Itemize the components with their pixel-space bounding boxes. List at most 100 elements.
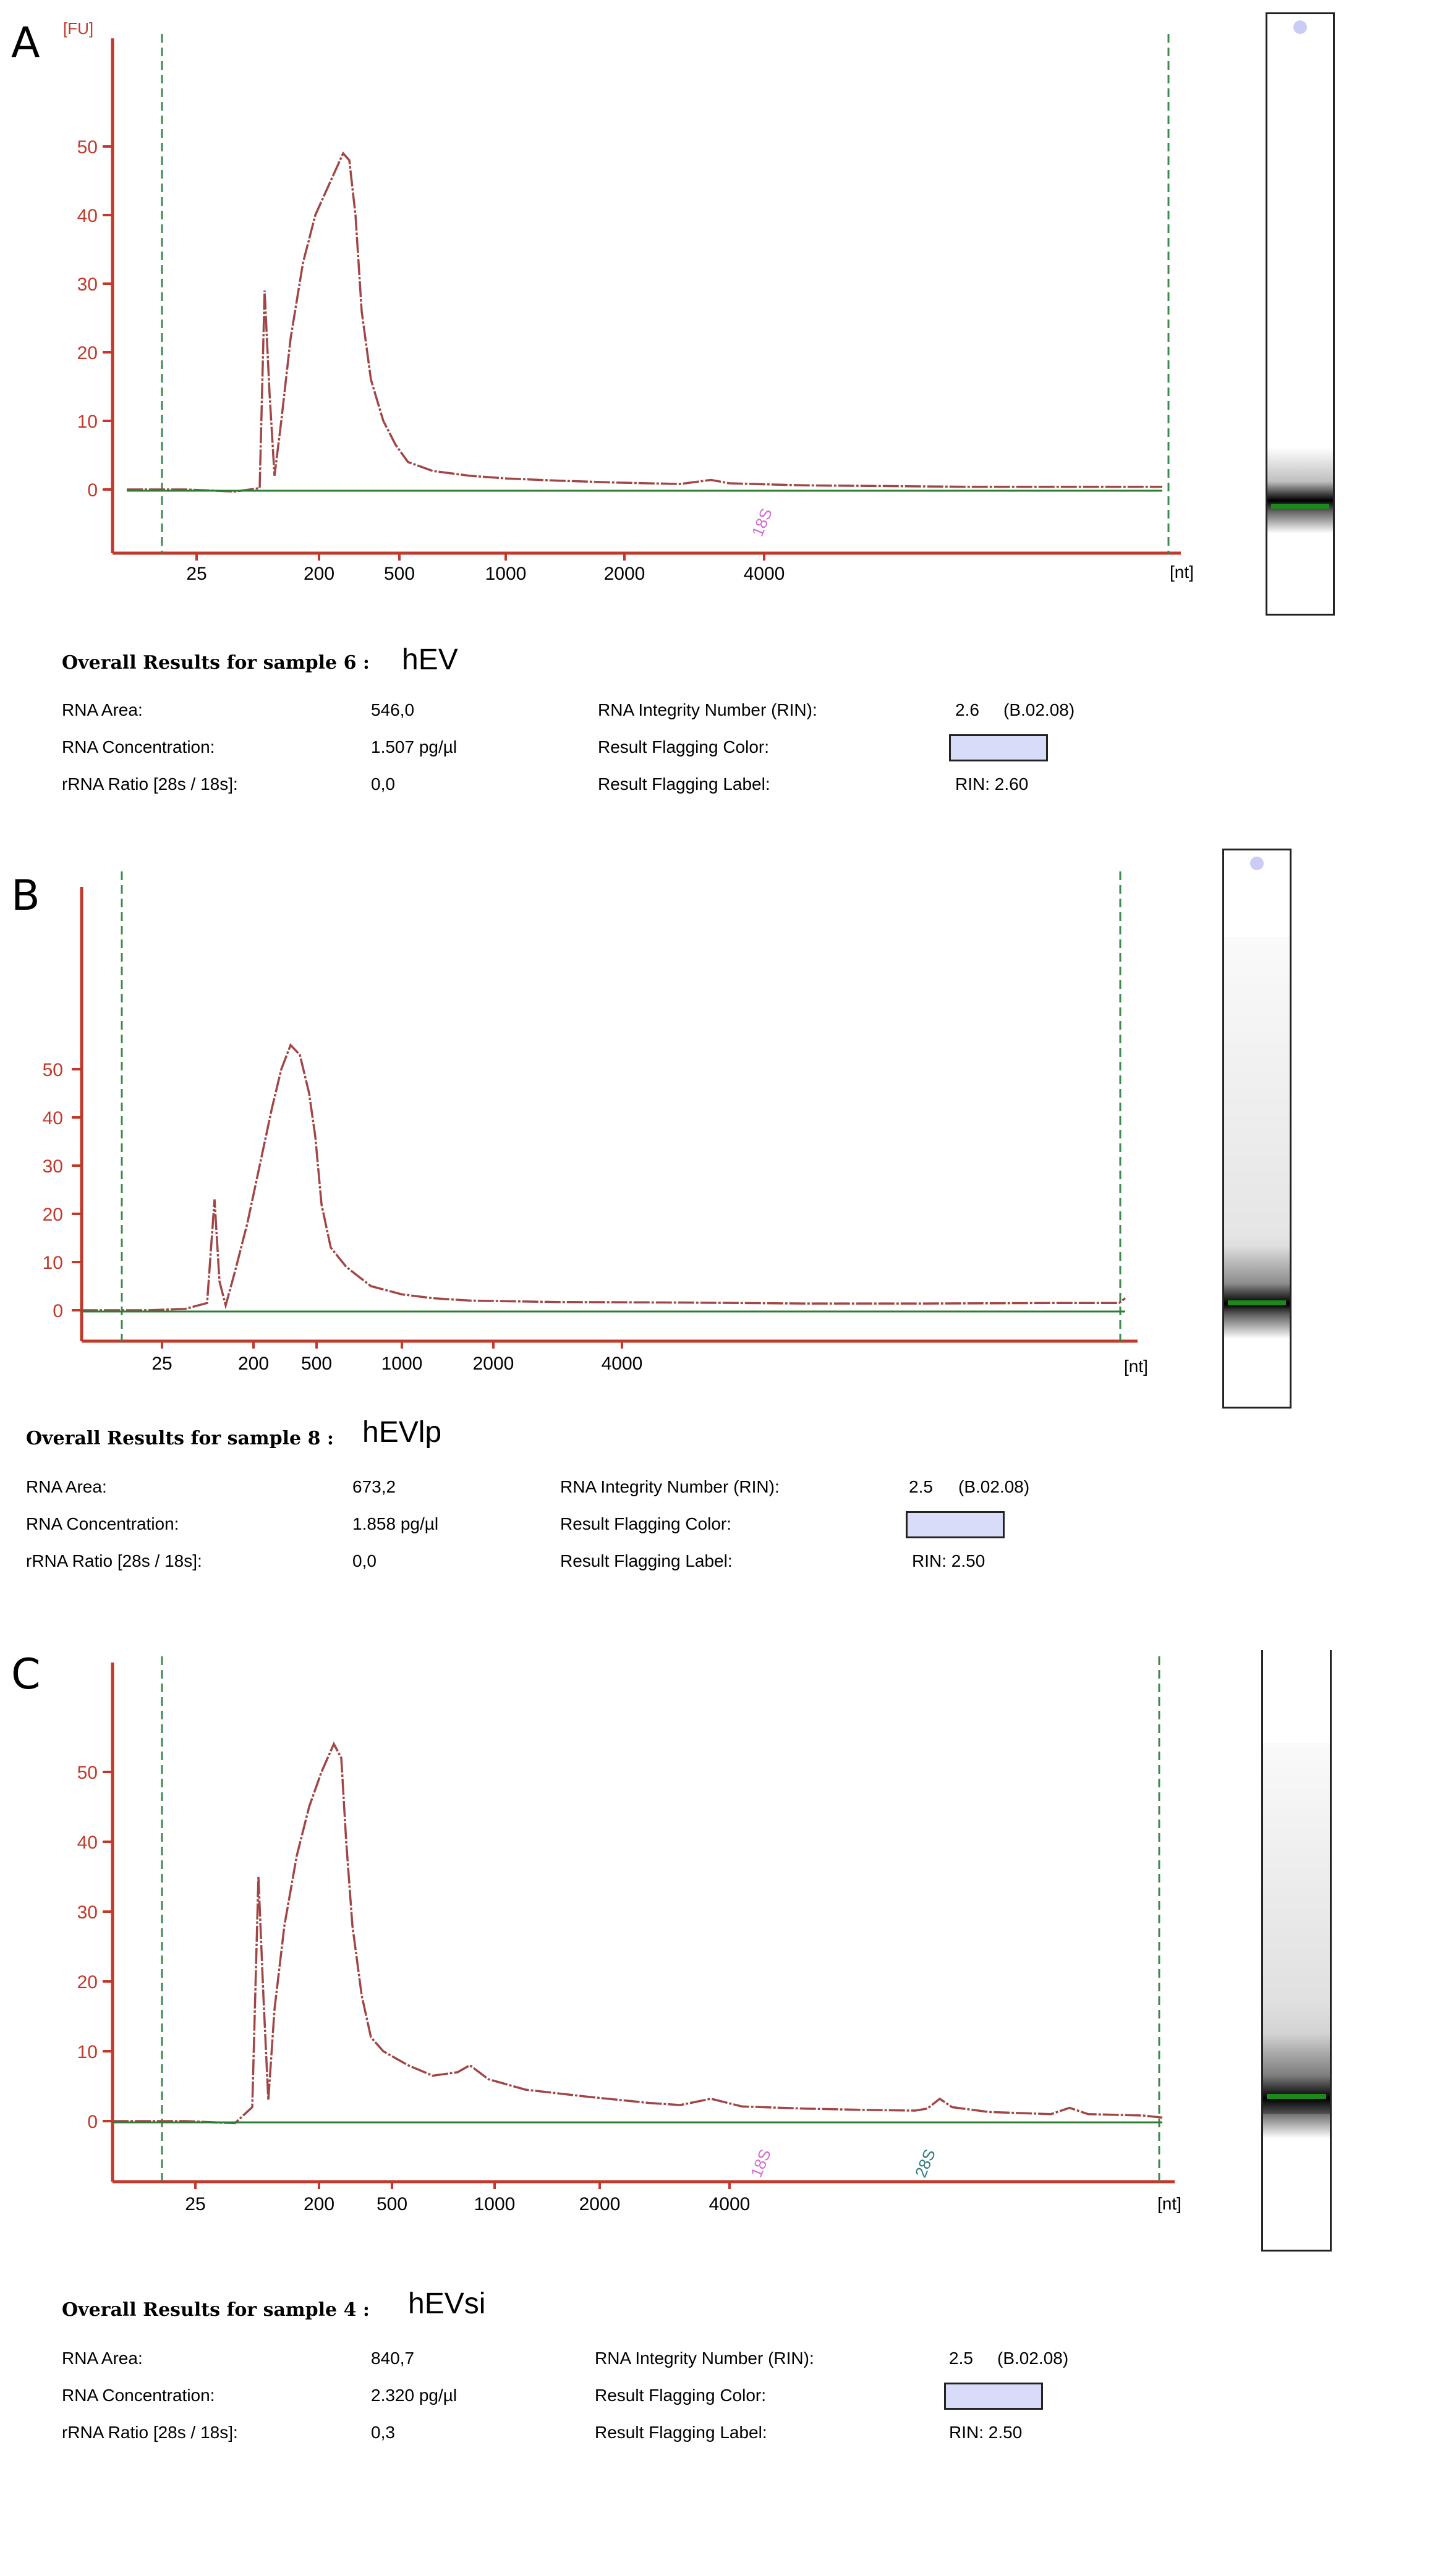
lower-marker-band — [1267, 2094, 1326, 2099]
fu-trace — [113, 1741, 1163, 2125]
rrna-ratio-value: 0,0 — [371, 774, 395, 794]
gel-band — [1267, 447, 1333, 533]
results-title: Overall Results for sample 8 : — [26, 1428, 334, 1449]
rna-conc-value: 1.858 pg/µl — [352, 1514, 439, 1533]
y-axis — [111, 1663, 1175, 2184]
y-tick-label: 10 — [43, 1253, 63, 1273]
x-tick-label: 2000 — [473, 1354, 514, 1374]
flag-label-label: Result Flagging Label: — [560, 1551, 733, 1570]
x-tick-label: 4000 — [709, 2194, 751, 2214]
y-tick-label: 40 — [43, 1108, 63, 1129]
sample-name: hEVlp — [362, 1416, 442, 1449]
peak-label-28s: 28S — [911, 2146, 939, 2180]
flag-label-label: Result Flagging Label: — [595, 2423, 767, 2442]
panel-b: B 0 10 20 30 40 50 25 200 500 1000 2000 4000 [nt] … — [0, 841, 1430, 1650]
rna-area-label: RNA Area: — [62, 700, 143, 719]
x-tick-label: 2000 — [579, 2194, 621, 2214]
rna-area-value: 840,7 — [371, 2349, 415, 2368]
flag-label-label: Result Flagging Label: — [598, 774, 770, 794]
y-tick-label: 0 — [87, 480, 98, 501]
y-tick-label: 10 — [77, 2042, 98, 2062]
x-tick-label: 500 — [301, 1354, 332, 1374]
rna-conc-value: 1.507 pg/µl — [371, 737, 458, 756]
y-tick-label: 20 — [77, 1972, 98, 1993]
rrna-ratio-label: rRNA Ratio [28s / 18s]: — [62, 2423, 238, 2442]
flag-color-swatch — [906, 1511, 1005, 1538]
rna-conc-value: 2.320 pg/µl — [371, 2386, 458, 2405]
rna-conc-label: RNA Concentration: — [26, 1514, 179, 1533]
y-tick-label: 30 — [43, 1156, 63, 1177]
y-tick-label: 0 — [53, 1301, 63, 1321]
x-tick-label: 1000 — [485, 564, 527, 584]
x-ticks: 25 200 500 1000 2000 4000 — [185, 2182, 750, 2214]
sample-name: hEV — [402, 643, 458, 676]
y-tick-label: 50 — [43, 1060, 63, 1080]
x-tick-label: 1000 — [381, 1354, 423, 1374]
y-axis: [FU] — [63, 19, 1181, 555]
y-tick-label: 40 — [77, 206, 98, 226]
x-tick-label: 4000 — [602, 1354, 643, 1374]
electropherogram-c: 0 10 20 30 40 50 25 200 500 1000 2000 4000 [nt] 18… — [77, 1656, 1181, 2214]
y-ticks: 0 10 20 30 40 50 — [77, 1763, 113, 2132]
x-tick-label: 500 — [377, 2194, 407, 2214]
rin-value: 2.5 — [949, 2349, 973, 2368]
gel-lane — [1222, 849, 1292, 1409]
gel-band — [1224, 1246, 1290, 1339]
flag-color-swatch — [949, 734, 1048, 761]
lower-marker-band — [1271, 504, 1329, 509]
x-tick-label: 200 — [304, 564, 334, 584]
y-tick-label: 30 — [77, 274, 98, 295]
panel-letter: A — [11, 19, 40, 67]
rrna-ratio-value: 0,3 — [371, 2423, 395, 2442]
flag-label-value: RIN: 2.50 — [949, 2423, 1023, 2442]
rin-version: (B.02.08) — [997, 2349, 1069, 2368]
flag-label-value: RIN: 2.50 — [912, 1551, 985, 1570]
fu-trace — [127, 151, 1162, 493]
y-tick-label: 10 — [77, 412, 98, 432]
x-tick-label: 200 — [238, 1354, 269, 1374]
x-ticks: 25 200 500 1000 2000 4000 — [186, 553, 785, 584]
x-tick-label: 2000 — [604, 564, 645, 584]
rin-value: 2.5 — [909, 1477, 933, 1496]
x-tick-label: 25 — [151, 1354, 172, 1374]
rrna-ratio-value: 0,0 — [352, 1551, 377, 1570]
rna-conc-label: RNA Concentration: — [62, 2386, 215, 2405]
x-unit-label: [nt] — [1124, 1357, 1148, 1376]
electropherogram-a: [FU] 0 10 20 30 40 50 25 200 500 1000 2000 4000 [n… — [63, 19, 1194, 584]
x-ticks: 25 200 500 1000 2000 4000 — [151, 1341, 642, 1374]
results-title: Overall Results for sample 4 : — [62, 2299, 370, 2321]
rna-area-value: 673,2 — [352, 1477, 396, 1496]
rin-version: (B.02.08) — [958, 1477, 1030, 1496]
y-axis — [80, 887, 1138, 1343]
panel-a: A [FU] 0 10 20 30 40 50 25 200 500 1000 2000 4000 … — [0, 0, 1430, 841]
peak-label-18s: 18S — [748, 506, 776, 539]
rna-conc-label: RNA Concentration: — [62, 737, 215, 756]
gel-lane — [1266, 12, 1335, 616]
y-ticks: 0 10 20 30 40 50 — [77, 137, 113, 501]
upper-marker-dot — [1250, 857, 1264, 870]
flag-color-label: Result Flagging Color: — [595, 2386, 767, 2405]
y-tick-label: 0 — [87, 2112, 98, 2132]
gel-band — [1263, 2033, 1330, 2138]
flag-label-value: RIN: 2.60 — [955, 774, 1029, 794]
flag-color-label: Result Flagging Color: — [560, 1514, 732, 1533]
rna-area-value: 546,0 — [371, 700, 415, 719]
y-tick-label: 20 — [43, 1205, 63, 1225]
rin-value: 2.6 — [955, 700, 979, 719]
gel-lane — [1261, 1650, 1332, 2252]
y-tick-label: 50 — [77, 137, 98, 158]
rrna-ratio-label: rRNA Ratio [28s / 18s]: — [26, 1551, 202, 1570]
lower-marker-band — [1228, 1300, 1286, 1305]
y-ticks: 0 10 20 30 40 50 — [43, 1060, 82, 1321]
y-tick-label: 50 — [77, 1763, 98, 1783]
x-unit-label: [nt] — [1157, 2194, 1181, 2213]
x-tick-label: 200 — [304, 2194, 334, 2214]
electropherogram-b: 0 10 20 30 40 50 25 200 500 1000 2000 4000 [nt] — [43, 871, 1148, 1376]
x-tick-label: 500 — [384, 564, 415, 584]
sample-name: hEVsi — [408, 2287, 486, 2320]
rna-area-label: RNA Area: — [26, 1477, 107, 1496]
rin-label: RNA Integrity Number (RIN): — [595, 2349, 814, 2368]
panel-c: C 0 10 20 30 40 50 25 200 500 1000 2000 4000 [nt] … — [0, 1650, 1430, 2576]
y-tick-label: 40 — [77, 1832, 98, 1853]
rin-version: (B.02.08) — [1003, 700, 1075, 719]
